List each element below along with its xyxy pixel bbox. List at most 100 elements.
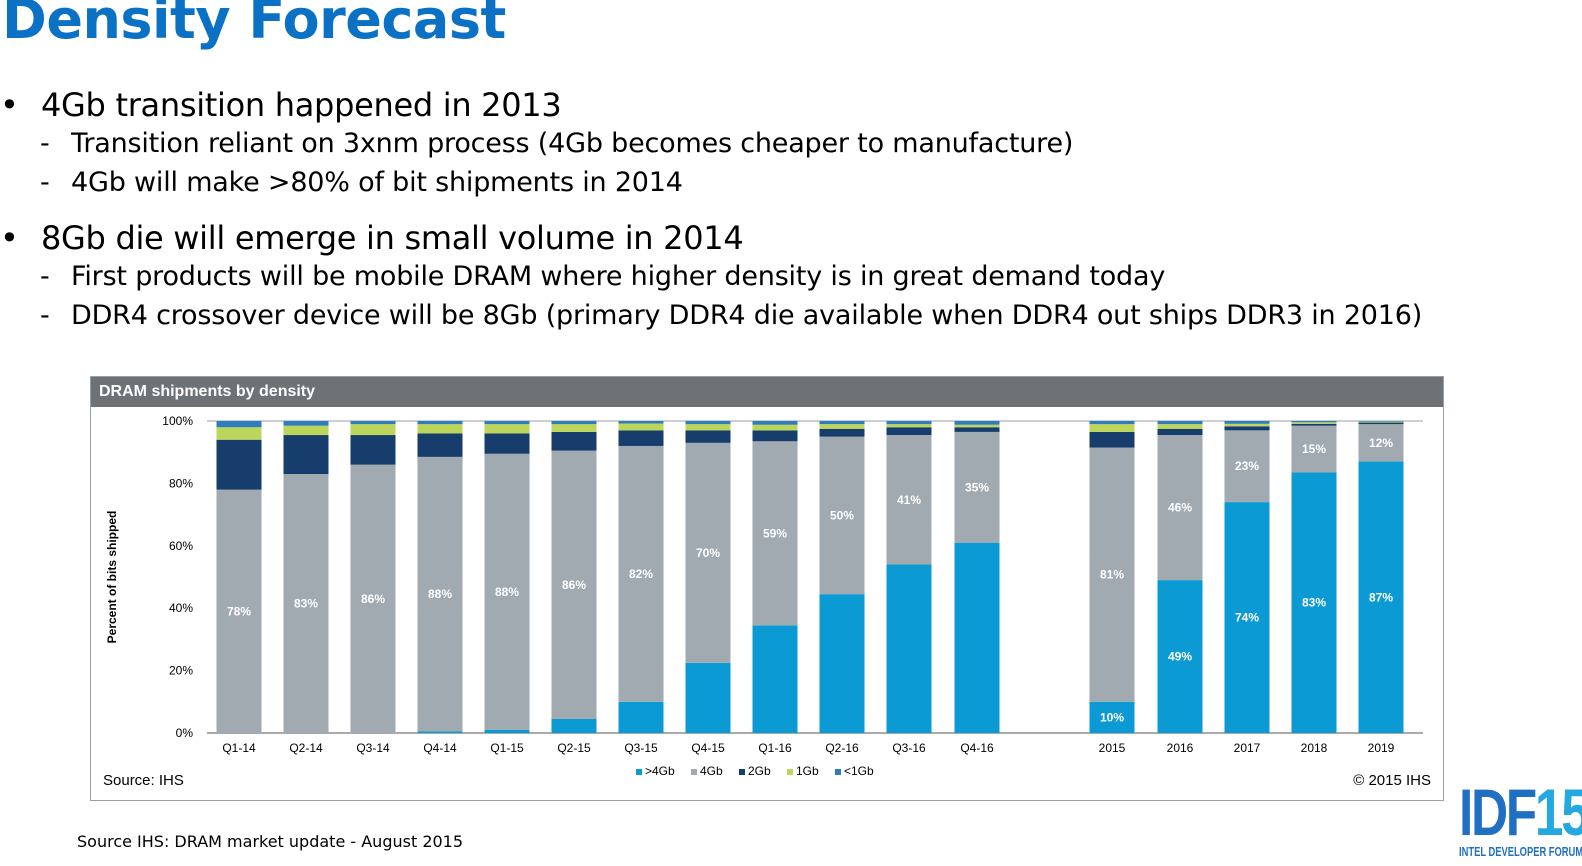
- x-tick-label: Q1-15: [490, 741, 524, 755]
- bar-segment: [1224, 430, 1270, 503]
- bar-segment: [1358, 461, 1404, 733]
- bar-segment: [685, 662, 731, 733]
- bar-segment: [1089, 424, 1135, 432]
- bar-segment: [752, 430, 798, 442]
- bar-segment: [551, 450, 597, 719]
- bar-segment: [1157, 580, 1203, 733]
- data-label: 46%: [1168, 501, 1192, 515]
- bar-segment: [283, 474, 329, 733]
- bar-segment: [1157, 428, 1203, 436]
- x-tick-label: 2019: [1368, 741, 1395, 755]
- bar-segment: [417, 424, 463, 434]
- stacked-bar-chart: 0% 20% 40% 60% 80% 100% Percent of bits shippe…: [103, 414, 1431, 789]
- data-label: 83%: [294, 597, 318, 611]
- sub-bullet-dash: -: [40, 261, 50, 292]
- data-label: 12%: [1369, 436, 1393, 450]
- data-label: 78%: [227, 604, 251, 618]
- bar-segment: [886, 427, 932, 436]
- bar-segment: [685, 421, 731, 425]
- y-axis-label: Percent of bits shipped: [105, 511, 119, 644]
- bar-segment: [819, 421, 865, 425]
- bar-segment: [618, 430, 664, 446]
- bar-segment: [417, 421, 463, 425]
- bar-segment: [484, 453, 530, 730]
- legend-label: 2Gb: [748, 764, 771, 778]
- bar-segment: [216, 427, 262, 440]
- data-label: 49%: [1168, 650, 1192, 664]
- data-label: 23%: [1235, 459, 1259, 473]
- bar-segment: [1358, 424, 1404, 462]
- x-tick-label: Q4-16: [960, 741, 994, 755]
- data-label: 81%: [1100, 568, 1124, 582]
- footer-source: Source IHS: DRAM market update - August …: [77, 832, 464, 851]
- bar-segment: [484, 729, 530, 733]
- x-tick-label: 2017: [1234, 741, 1261, 755]
- bar-segment: [819, 436, 865, 595]
- chart-title: DRAM shipments by density: [91, 377, 1443, 407]
- bullet-dot: •: [0, 86, 19, 124]
- y-tick-label: 0%: [176, 726, 194, 740]
- x-tick-label: Q1-16: [758, 741, 792, 755]
- x-tick-label: Q4-14: [423, 741, 457, 755]
- bar-segment: [1291, 422, 1337, 424]
- sub-bullet-dash: -: [40, 300, 50, 331]
- bar-segment: [1157, 424, 1203, 429]
- x-tick-label: Q3-14: [356, 741, 390, 755]
- bar-segment: [954, 431, 1000, 543]
- bar-segment: [350, 424, 396, 436]
- x-tick-label: Q3-15: [624, 741, 658, 755]
- data-label: 88%: [428, 587, 452, 601]
- x-tick-label: Q2-16: [825, 741, 859, 755]
- legend-swatch: [835, 769, 841, 775]
- bar-segment: [1224, 426, 1270, 431]
- bar-segment: [1089, 447, 1135, 702]
- sub-bullet-dash: -: [40, 128, 50, 159]
- bar-segment: [954, 421, 1000, 425]
- sub-bullet-dash: -: [40, 167, 50, 198]
- bar-segment: [618, 445, 664, 702]
- bar-segment: [1224, 423, 1270, 427]
- bar-segment: [484, 424, 530, 434]
- bar-segment: [618, 423, 664, 431]
- bullet-text: 8Gb die will emerge in small volume in 2…: [41, 219, 744, 257]
- x-tick-label: Q4-15: [691, 741, 725, 755]
- bar-segment: [216, 439, 262, 490]
- chart-panel: DRAM shipments by density 0% 20% 40% 60% 80%…: [90, 376, 1444, 801]
- bar-segment: [954, 427, 1000, 432]
- bar-segment: [886, 564, 932, 733]
- bar-segment: [1291, 421, 1337, 423]
- bar-segment: [484, 433, 530, 454]
- sub-bullet-text: Transition reliant on 3xnm process (4Gb …: [71, 128, 1074, 159]
- bar-segment: [1291, 472, 1337, 733]
- bar-segment: [1358, 421, 1404, 423]
- x-tick-label: 2016: [1167, 741, 1194, 755]
- x-tick-label: Q1-14: [222, 741, 256, 755]
- bar-segment: [1157, 421, 1203, 425]
- bar-segment: [1291, 423, 1337, 426]
- legend-label: 4Gb: [700, 764, 723, 778]
- bar-segment: [417, 433, 463, 457]
- legend-label: 1Gb: [796, 764, 819, 778]
- bar-segment: [350, 464, 396, 733]
- legend-label: <1Gb: [844, 764, 874, 778]
- bar-segment: [1157, 435, 1203, 581]
- data-label: 86%: [361, 592, 385, 606]
- bar-segment: [1089, 431, 1135, 448]
- bar-segment: [685, 424, 731, 431]
- y-tick-label: 100%: [162, 414, 193, 428]
- bar-segment: [685, 442, 731, 663]
- chart-source-left: Source: IHS: [103, 772, 184, 789]
- bar-segment: [1224, 502, 1270, 733]
- data-label: 82%: [629, 567, 653, 581]
- data-label: 87%: [1369, 590, 1393, 604]
- bar-segment: [417, 456, 463, 732]
- bar-segment: [752, 421, 798, 425]
- bar-segment: [1291, 425, 1337, 473]
- legend-swatch: [691, 769, 697, 775]
- bar-segment: [819, 424, 865, 429]
- bullet-dot: •: [0, 219, 19, 257]
- bar-segment: [551, 421, 597, 425]
- bar-segment: [216, 489, 262, 733]
- y-tick-label: 20%: [169, 664, 193, 678]
- bar-segment: [752, 441, 798, 626]
